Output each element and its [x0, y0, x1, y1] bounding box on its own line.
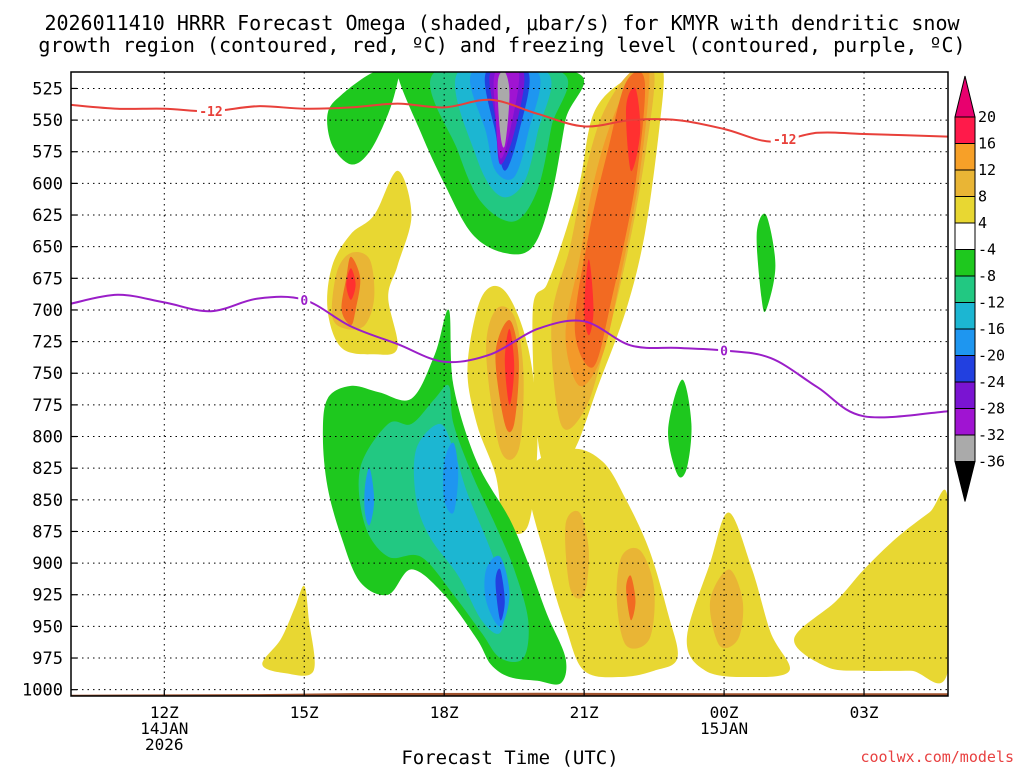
y-tick-label-550: 550	[32, 111, 63, 131]
colorbar-label-5: -4	[978, 241, 996, 259]
x-tick-label-15-0: 15Z	[290, 703, 319, 722]
omega-region-23	[327, 72, 400, 165]
y-tick-label-600: 600	[32, 174, 63, 194]
colorbar-swatch-7	[954, 302, 976, 330]
colorbar-label-10: -24	[978, 373, 1005, 391]
colorbar-top-triangle	[954, 75, 976, 118]
plot-frame	[70, 71, 949, 697]
temperature-contours: -12 -12 0 0	[71, 98, 948, 419]
freezing-contour-label-1: 0	[720, 344, 728, 359]
omega-region-14	[625, 87, 641, 172]
omega-region-36	[364, 467, 375, 526]
colorbar-swatch-10	[954, 381, 976, 409]
omega-region-40	[668, 379, 692, 478]
colorbar-label-4: 4	[978, 214, 987, 232]
colorbar-swatch-2	[954, 169, 976, 197]
omega-region-16	[616, 547, 655, 649]
watermark-text: coolwx.com/models	[860, 748, 1014, 766]
colorbar-swatch-5	[954, 249, 976, 277]
freezing-contour-label-bg-1	[718, 343, 731, 358]
x-tick-label-27-0: 03Z	[850, 703, 879, 722]
omega-shading	[262, 72, 948, 685]
colorbar-swatch-8	[954, 328, 976, 356]
y-tick-label-725: 725	[32, 333, 63, 353]
y-tick-label-525: 525	[32, 79, 63, 99]
omega-region-21	[794, 489, 948, 684]
freezing-contour-label-0: 0	[300, 294, 308, 309]
colorbar-label-12: -32	[978, 426, 1005, 444]
colorbar-label-13: -36	[978, 453, 1005, 471]
colorbar-label-8: -16	[978, 320, 1005, 338]
colorbar-label-11: -28	[978, 400, 1005, 418]
y-tick-label-800: 800	[32, 428, 63, 448]
colorbar-swatch-12	[954, 434, 976, 462]
colorbar-swatch-9	[954, 355, 976, 383]
title-line-1: 2026011410 HRRR Forecast Omega (shaded, …	[44, 11, 960, 35]
dgz-contour-label-bg-0	[196, 104, 225, 119]
omega-region-18	[565, 510, 589, 599]
colorbar-label-6: -8	[978, 267, 996, 285]
y-tick-label-650: 650	[32, 238, 63, 258]
omega-region-34	[413, 423, 506, 634]
omega-region-20	[709, 569, 744, 649]
y-tick-label-575: 575	[32, 143, 63, 163]
omega-region-4	[388, 198, 403, 234]
y-tick-label-775: 775	[32, 396, 63, 416]
omega-region-8	[504, 328, 515, 405]
colorbar-label-9: -20	[978, 347, 1005, 365]
colorbar-label-7: -12	[978, 294, 1005, 312]
colorbar-swatch-0	[954, 116, 976, 144]
y-tick-label-875: 875	[32, 522, 63, 542]
pressure-axis: 525 550 575 600 625 650 675 700 725 750 775 800 825 8…	[22, 79, 77, 701]
y-tick-label-675: 675	[32, 269, 63, 289]
x-tick-label-12-1: 14JAN	[140, 719, 188, 738]
x-tick-label-18-0: 18Z	[430, 703, 459, 722]
omega-region-13	[584, 259, 594, 336]
omega-region-35	[443, 442, 459, 514]
omega-region-31	[497, 72, 510, 148]
x-tick-label-21-0: 21Z	[570, 703, 599, 722]
x-tick-label-12-2: 2026	[145, 735, 184, 754]
y-tick-label-975: 975	[32, 649, 63, 669]
colorbar-swatch-4	[954, 222, 976, 250]
freezing-contour-label-bg-0	[298, 292, 311, 307]
dgz-contour-label-bg-1	[770, 131, 799, 146]
colorbar-label-3: 8	[978, 188, 987, 206]
y-tick-label-1000: 1000	[22, 681, 63, 701]
y-tick-label-950: 950	[32, 617, 63, 637]
x-tick-label-24-1: 15JAN	[700, 719, 748, 738]
colorbar-label-2: 12	[978, 161, 996, 179]
terrain-strip	[71, 692, 948, 696]
y-tick-label-850: 850	[32, 491, 63, 511]
colorbar-swatch-11	[954, 408, 976, 436]
y-tick-label-700: 700	[32, 301, 63, 321]
y-tick-label-625: 625	[32, 206, 63, 226]
colorbar-label-1: 16	[978, 135, 996, 153]
title-line-2: growth region (contoured, red, ºC) and f…	[38, 33, 965, 57]
colorbar-bottom-triangle	[954, 461, 976, 502]
colorbar-swatch-3	[954, 196, 976, 224]
omega-region-3	[346, 268, 356, 300]
colorbar-swatch-6	[954, 275, 976, 303]
freezing-contour-line	[71, 293, 948, 419]
dgz-contour-label-1: -12	[773, 133, 796, 148]
omega-region-39	[756, 213, 776, 312]
y-tick-label-900: 900	[32, 554, 63, 574]
omega-region-22	[262, 585, 315, 676]
ground-fill	[71, 692, 948, 696]
colorbar-label-0: 20	[978, 108, 996, 126]
y-tick-label-825: 825	[32, 459, 63, 479]
y-tick-label-750: 750	[32, 364, 63, 384]
colorbar-swatch-1	[954, 143, 976, 171]
x-tick-label-12-0: 12Z	[150, 703, 179, 722]
x-axis-label: Forecast Time (UTC)	[401, 747, 618, 768]
omega-colorbar: 20 16 12 8 4 -4 -8 -12 -16 -20 -24 -28 -32 -36	[954, 75, 1005, 502]
dgz-contour-label-0: -12	[199, 105, 222, 120]
omega-region-17	[626, 575, 636, 621]
y-tick-label-925: 925	[32, 586, 63, 606]
x-tick-label-24-0: 00Z	[710, 703, 739, 722]
